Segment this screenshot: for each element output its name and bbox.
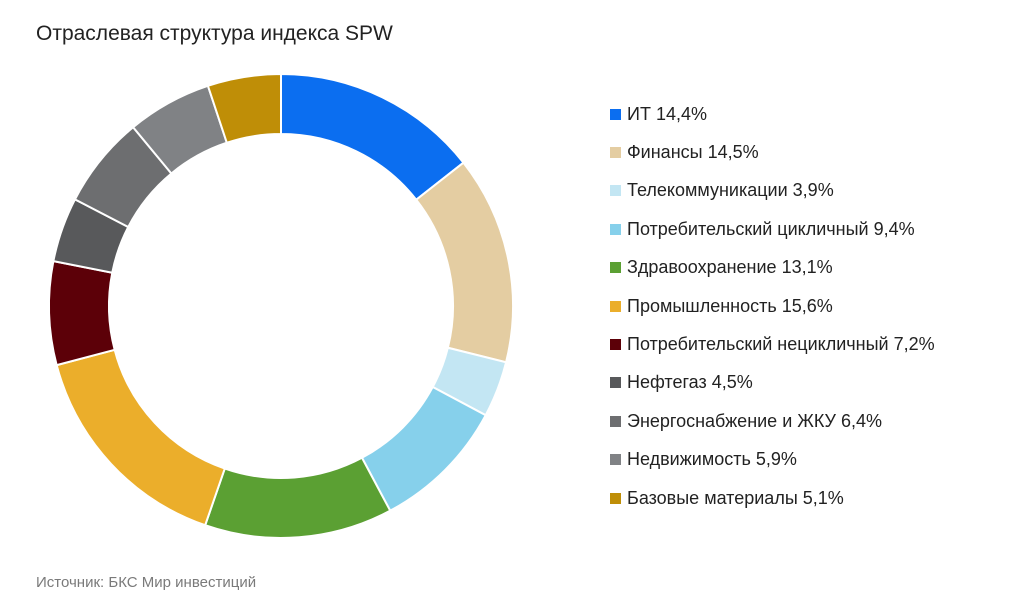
chart-legend: ИТ 14,4% Финансы 14,5% Телекоммуникации 3,9% П… (610, 95, 935, 517)
legend-item: Финансы 14,5% (610, 133, 935, 171)
donut-slices (48, 72, 514, 539)
legend-value: 5,1% (802, 487, 844, 508)
legend-swatch (610, 262, 621, 274)
legend-label: Энергоснабжение и ЖКУ (627, 410, 836, 431)
legend-value: 3,9% (792, 180, 834, 201)
legend-value: 7,2% (893, 334, 935, 355)
donut-slice (55, 348, 227, 527)
legend-swatch (610, 223, 621, 235)
legend-swatch (610, 415, 621, 427)
legend-value: 13,1% (781, 257, 833, 278)
legend-label: Потребительский цикличный (627, 218, 869, 239)
legend-swatch (610, 300, 621, 312)
legend-item: Промышленность 15,6% (610, 287, 935, 325)
legend-swatch (610, 185, 621, 197)
donut-slice (203, 456, 392, 539)
legend-label: Промышленность (627, 295, 777, 316)
chart-title: Отраслевая структура индекса SPW (36, 22, 393, 45)
legend-swatch (610, 492, 621, 504)
legend-item: Энергоснабжение и ЖКУ 6,4% (610, 402, 935, 440)
legend-label: Потребительский нецикличный (627, 334, 889, 355)
legend-item: Здравоохранение 13,1% (610, 249, 935, 287)
legend-item: Потребительский цикличный 9,4% (610, 210, 935, 248)
legend-value: 5,9% (755, 449, 797, 470)
legend-label: Финансы (627, 142, 703, 163)
legend-label: Базовые материалы (627, 487, 798, 508)
legend-item: Телекоммуникации 3,9% (610, 172, 935, 210)
legend-label: Телекоммуникации (627, 180, 788, 201)
legend-item: ИТ 14,4% (610, 95, 935, 133)
legend-value: 6,4% (841, 410, 883, 431)
legend-swatch (610, 147, 621, 159)
donut-slice (206, 72, 282, 145)
source-note: Источник: БКС Мир инвестиций (36, 574, 257, 591)
legend-label: Недвижимость (627, 449, 751, 470)
legend-value: 14,4% (655, 103, 707, 124)
legend-label: Нефтегаз (627, 372, 707, 393)
donut-slice (48, 259, 116, 367)
legend-item: Потребительский нецикличный 7,2% (610, 325, 935, 363)
legend-value: 4,5% (711, 372, 753, 393)
legend-label: ИТ (627, 103, 651, 124)
legend-value: 15,6% (781, 295, 833, 316)
legend-swatch (610, 454, 621, 466)
legend-item: Нефтегаз 4,5% (610, 364, 935, 402)
legend-item: Базовые материалы 5,1% (610, 479, 935, 517)
legend-label: Здравоохранение (627, 257, 777, 278)
legend-value: 14,5% (707, 142, 759, 163)
legend-item: Недвижимость 5,9% (610, 441, 935, 479)
legend-swatch (610, 377, 621, 389)
legend-swatch (610, 108, 621, 120)
donut-slice (280, 72, 465, 202)
donut-slice (414, 161, 514, 364)
legend-swatch (610, 339, 621, 351)
legend-value: 9,4% (873, 218, 915, 239)
donut-chart (48, 72, 514, 539)
